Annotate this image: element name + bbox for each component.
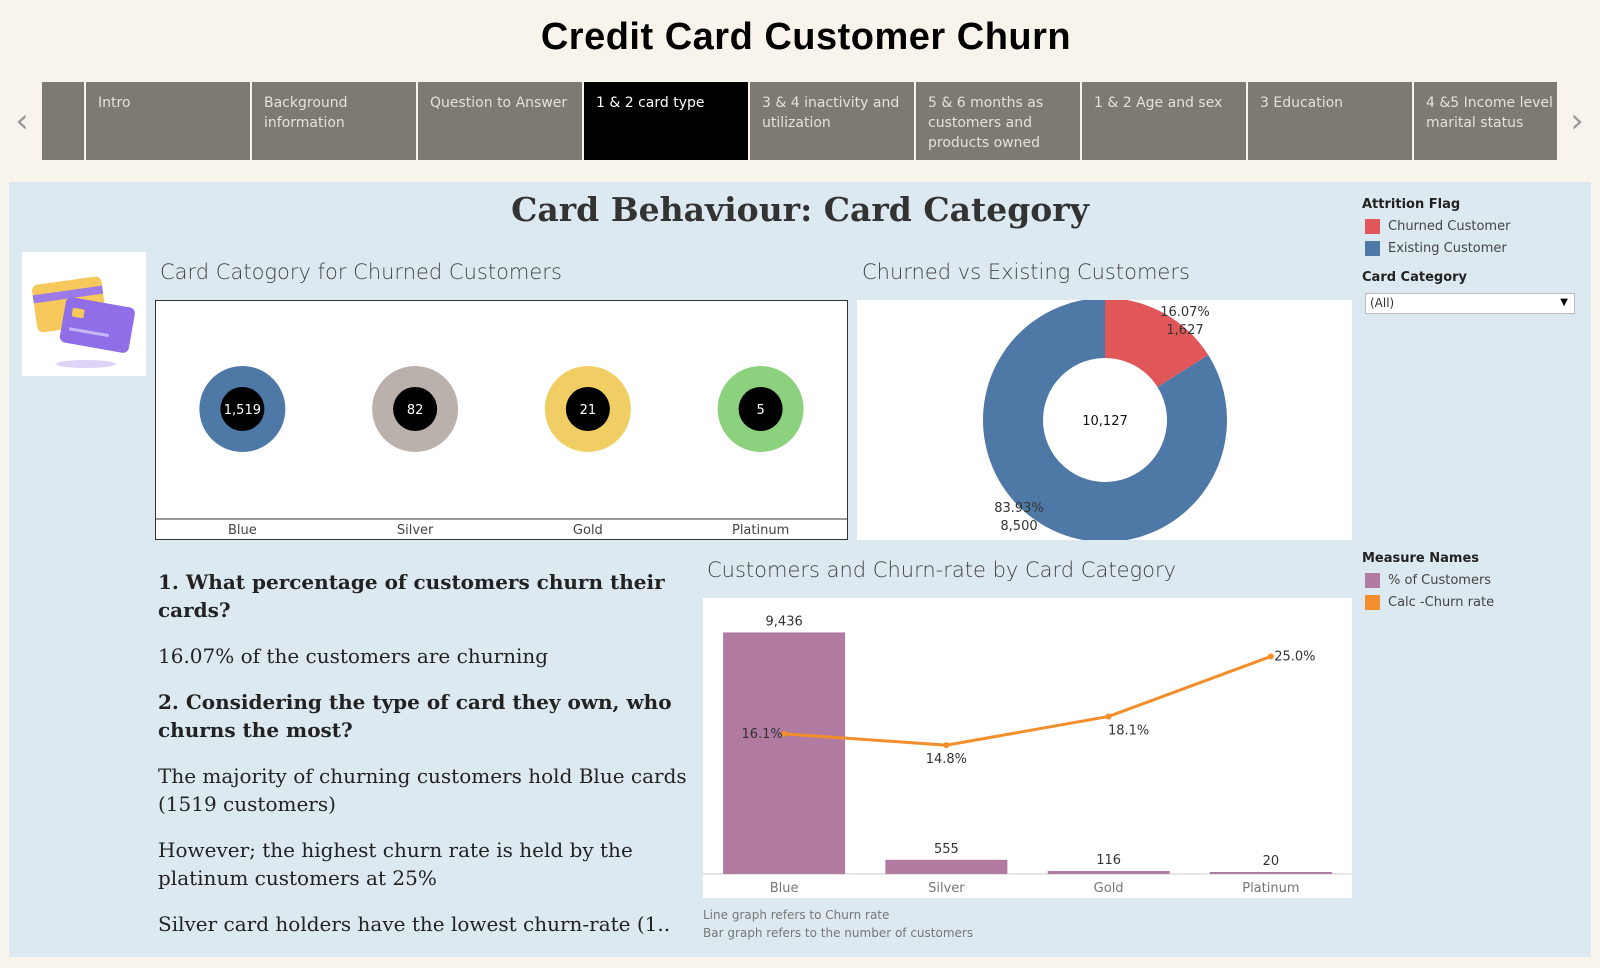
bubble-value-label: 82 [407, 403, 424, 418]
qa-text: 1. What percentage of customers churn th… [158, 568, 688, 938]
chevron-down-icon: ▼ [1560, 297, 1568, 308]
churn-rate-line [784, 654, 1272, 747]
attrition-legend-title: Attrition Flag [1362, 197, 1461, 212]
legend-swatch [1365, 573, 1380, 588]
question-1: 1. What percentage of customers churn th… [158, 570, 665, 622]
donut-slice-existing-customer [983, 298, 1227, 542]
category-tick-label: Platinum [732, 523, 789, 538]
legend-swatch [1365, 595, 1380, 610]
bar-value-label: 9,436 [766, 614, 803, 629]
tab-income-marital[interactable]: 4 &5 Income level and marital status [1414, 82, 1557, 160]
bubble-value-label: 5 [756, 403, 764, 418]
churn-rate-label: 25.0% [1274, 649, 1315, 664]
category-tick-label: Blue [228, 523, 257, 538]
bar-gold [1047, 871, 1170, 874]
bubble-core-blue [220, 387, 265, 431]
legend-pct-customers[interactable]: % of Customers [1365, 573, 1491, 588]
bubble-core-gold [565, 387, 610, 431]
combo-chart-panel: 9,436 Blue 555 Silver 116 Gold 20 Platinum 16.1%… [703, 598, 1352, 898]
donut-slice-churned-customer [1105, 298, 1209, 387]
answer-1: 16.07% of the customers are churning [158, 644, 549, 668]
tab-education[interactable]: 3 Education [1248, 82, 1412, 160]
donut-percent-label: 16.07% [1160, 305, 1210, 320]
credit-card-icon [22, 252, 146, 376]
churn-rate-label: 18.1% [1108, 723, 1149, 738]
category-tick-label: Silver [928, 881, 965, 896]
bar-value-label: 555 [934, 842, 959, 857]
donut-value-label: 1,627 [1166, 323, 1203, 338]
churn-rate-point [943, 742, 950, 749]
card-category-dropdown[interactable]: (All) ▼ [1365, 293, 1575, 314]
bar-platinum [1209, 872, 1332, 874]
tab-card-type[interactable]: 1 & 2 card type [584, 82, 748, 160]
dashboard-title: Card Behaviour: Card Category [511, 190, 1089, 229]
donut-chart-panel: 10,127 16.07% 1,627 83.93% 8,500 [857, 298, 1352, 542]
footnote-bar: Bar graph refers to the number of custom… [703, 926, 974, 940]
legend-existing[interactable]: Existing Customer [1365, 241, 1507, 256]
legend-churn-rate[interactable]: Calc -Churn rate [1365, 595, 1494, 610]
combo-chart-title: Customers and Churn-rate by Card Categor… [707, 558, 1177, 582]
bubble-core-silver [393, 387, 438, 431]
churn-rate-point [1267, 653, 1274, 660]
bubble-value-label: 1,519 [224, 403, 261, 418]
tab-inactivity-utilization[interactable]: 3 & 4 inactivity and utilization [750, 82, 914, 160]
bar-value-label: 116 [1096, 853, 1121, 868]
chevron-right-icon[interactable]: › [1570, 101, 1584, 141]
tab-question-to-answer[interactable]: Question to Answer [418, 82, 582, 160]
combo-chart: 9,436 Blue 555 Silver 116 Gold 20 Platinum 16.1%… [703, 614, 1352, 896]
category-tick-label: Silver [397, 523, 434, 538]
bubble-chart: 1,519 Blue 82 Silver 21 Gold 5 Platinum [156, 366, 847, 538]
measure-legend-title: Measure Names [1362, 551, 1480, 566]
story-tabs: Intro Background information Question to… [42, 82, 1557, 160]
churn-rate-point [1105, 713, 1112, 720]
legend-swatch [1365, 219, 1380, 234]
bubble-chart-title: Card Catogory for Churned Customers [160, 260, 562, 284]
tab-blank[interactable] [42, 82, 84, 160]
question-2: 2. Considering the type of card they own… [158, 690, 672, 742]
footnote-line: Line graph refers to Churn rate [703, 908, 890, 922]
donut-percent-label: 83.93% [994, 501, 1044, 516]
category-tick-label: Gold [573, 523, 603, 538]
page-title: Credit Card Customer Churn [540, 16, 1072, 58]
bar-value-label: 20 [1263, 854, 1280, 869]
tab-background-information[interactable]: Background information [252, 82, 416, 160]
bar-blue [723, 632, 846, 874]
answer-4: Silver card holders have the lowest chur… [158, 912, 671, 936]
churn-rate-point [781, 730, 788, 737]
bar-silver [885, 859, 1008, 874]
legend-churned[interactable]: Churned Customer [1365, 219, 1510, 234]
bubble-value-label: 21 [580, 403, 597, 418]
legend-swatch [1365, 241, 1380, 256]
donut-chart-title: Churned vs Existing Customers [862, 260, 1190, 284]
churn-rate-label: 14.8% [926, 752, 967, 767]
bubble-core-platinum [738, 387, 783, 431]
churn-rate-label: 16.1% [741, 727, 782, 742]
answer-2: The majority of churning customers hold … [158, 764, 687, 816]
tab-intro[interactable]: Intro [86, 82, 250, 160]
answer-3: However; the highest churn rate is held … [158, 838, 633, 890]
donut-center-label: 10,127 [1082, 414, 1128, 429]
card-category-filter-title: Card Category [1362, 270, 1468, 285]
donut-value-label: 8,500 [1000, 519, 1037, 534]
chevron-left-icon[interactable]: ‹ [15, 101, 29, 141]
tab-age-sex[interactable]: 1 & 2 Age and sex [1082, 82, 1246, 160]
category-tick-label: Blue [770, 881, 799, 896]
tab-months-products[interactable]: 5 & 6 months as customers and products o… [916, 82, 1080, 160]
donut-chart: 10,127 16.07% 1,627 83.93% 8,500 [983, 298, 1227, 542]
category-tick-label: Platinum [1242, 881, 1299, 896]
category-tick-label: Gold [1094, 881, 1124, 896]
bubble-chart-panel: 1,519 Blue 82 Silver 21 Gold 5 Platinum [155, 300, 848, 540]
